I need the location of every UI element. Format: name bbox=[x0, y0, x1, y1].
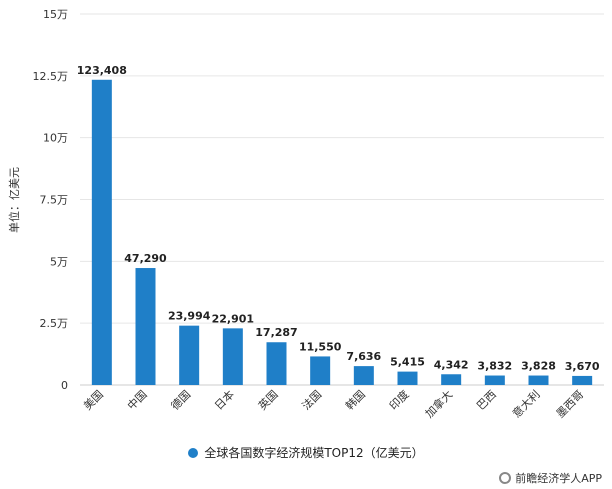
data-label: 7,636 bbox=[346, 350, 381, 363]
data-label: 47,290 bbox=[124, 252, 167, 265]
bar bbox=[353, 366, 374, 385]
y-tick-label: 15万 bbox=[43, 8, 68, 21]
source-text: 前瞻经济学人APP bbox=[515, 472, 602, 485]
x-tick-label: 德国 bbox=[168, 387, 193, 412]
data-label: 17,287 bbox=[255, 326, 297, 339]
bar bbox=[179, 325, 200, 385]
x-tick-label: 印度 bbox=[386, 387, 411, 412]
bar bbox=[135, 268, 156, 385]
data-label: 3,670 bbox=[565, 360, 600, 373]
bar bbox=[91, 79, 112, 386]
y-tick-label: 0 bbox=[61, 379, 68, 392]
data-label: 3,828 bbox=[521, 360, 556, 373]
y-tick-label: 7.5万 bbox=[40, 194, 69, 207]
y-tick-label: 10万 bbox=[43, 132, 68, 145]
bar bbox=[397, 371, 418, 385]
brand-logo-icon bbox=[499, 472, 512, 484]
source-credit: 前瞻经济学人APP bbox=[499, 470, 602, 486]
legend-swatch bbox=[188, 448, 199, 458]
x-tick-label: 巴西 bbox=[474, 388, 499, 413]
x-tick-label: 加拿大 bbox=[422, 387, 455, 420]
x-tick-label: 法国 bbox=[299, 387, 324, 412]
bar bbox=[266, 342, 287, 385]
data-label: 3,832 bbox=[477, 360, 512, 373]
y-tick-label: 2.5万 bbox=[40, 317, 69, 330]
data-label: 123,408 bbox=[77, 64, 127, 77]
legend-label: 全球各国数字经济规模TOP12（亿美元） bbox=[204, 446, 424, 460]
legend: 全球各国数字经济规模TOP12（亿美元） bbox=[0, 444, 612, 461]
x-tick-label: 中国 bbox=[125, 388, 150, 413]
data-label: 4,342 bbox=[434, 358, 469, 371]
bar bbox=[528, 375, 549, 385]
x-tick-label: 美国 bbox=[81, 388, 106, 413]
bar bbox=[222, 328, 243, 385]
x-tick-label: 意大利 bbox=[509, 387, 542, 420]
x-tick-label: 韩国 bbox=[342, 387, 367, 412]
data-label: 22,901 bbox=[212, 312, 254, 325]
x-tick-label: 英国 bbox=[255, 387, 280, 412]
data-label: 23,994 bbox=[168, 310, 211, 323]
bar bbox=[572, 375, 593, 385]
y-axis-label: 单位：亿美元 bbox=[7, 167, 21, 233]
data-label: 11,550 bbox=[299, 340, 342, 353]
y-tick-label: 5万 bbox=[50, 255, 68, 268]
y-tick-label: 12.5万 bbox=[33, 70, 69, 83]
x-tick-label: 墨西哥 bbox=[554, 388, 587, 421]
x-tick-label: 日本 bbox=[211, 387, 236, 412]
bar bbox=[441, 374, 462, 385]
data-label: 5,415 bbox=[390, 356, 425, 369]
bar bbox=[484, 375, 505, 385]
bar bbox=[310, 356, 331, 385]
